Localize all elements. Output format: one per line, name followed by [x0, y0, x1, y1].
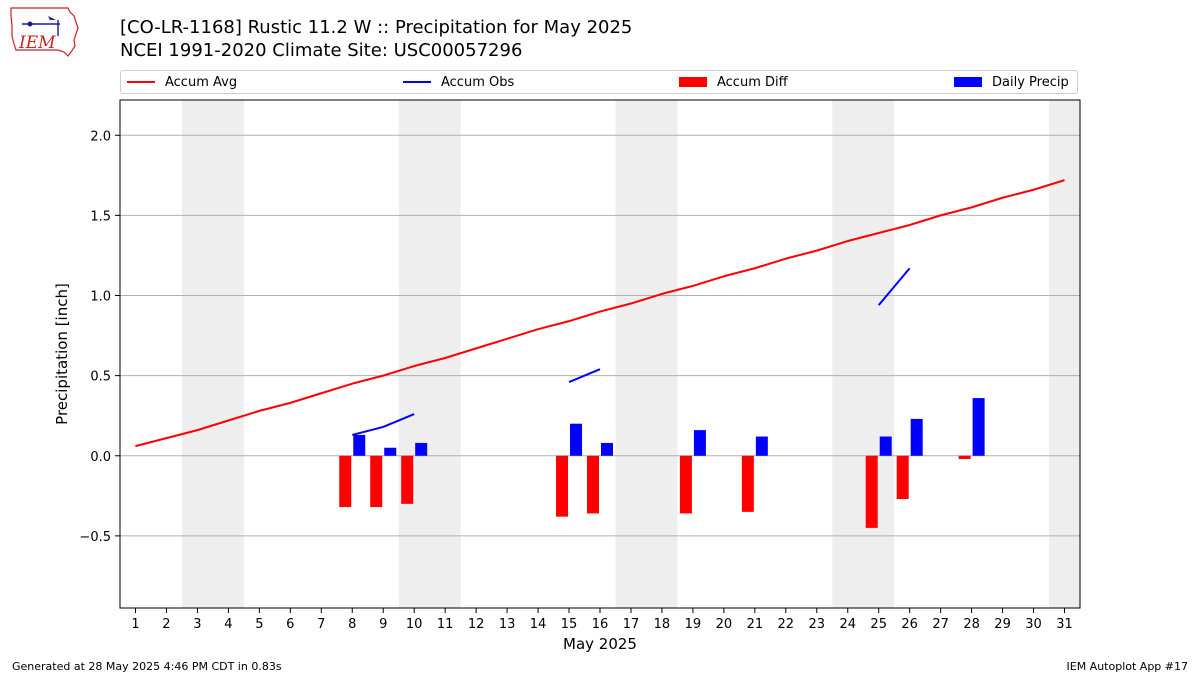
- legend-swatch-accum-diff: [679, 77, 707, 87]
- x-tick-label-6: 6: [286, 617, 294, 632]
- legend-label-accum-diff: Accum Diff: [717, 74, 788, 90]
- wind-vane-icon: [48, 16, 56, 20]
- legend-swatch-accum-avg: [127, 81, 155, 83]
- bar-daily-precip-day-28: [972, 398, 985, 456]
- x-tick-label-1: 1: [131, 617, 139, 632]
- legend-item-accum-avg: Accum Avg: [127, 74, 237, 90]
- y-tick-label-3: 1.0: [90, 290, 111, 305]
- x-tick-label-31: 31: [1056, 617, 1073, 632]
- bar-daily-precip-day-21: [755, 436, 768, 456]
- x-tick-label-19: 19: [685, 617, 702, 632]
- station-dot-icon: [27, 21, 33, 27]
- line-accum-obs-segment-2: [568, 368, 601, 383]
- x-tick-label-26: 26: [901, 617, 918, 632]
- x-tick-label-5: 5: [255, 617, 263, 632]
- legend-label-daily-precip: Daily Precip: [992, 74, 1069, 90]
- x-tick-label-23: 23: [809, 617, 826, 632]
- y-tick-label-5: 2.0: [90, 129, 111, 144]
- x-tick-label-8: 8: [348, 617, 356, 632]
- x-tick-label-29: 29: [994, 617, 1011, 632]
- x-tick-label-25: 25: [870, 617, 887, 632]
- chart-legend: Accum Avg Accum Obs Accum Diff Daily Pre…: [120, 70, 1078, 94]
- legend-label-accum-obs: Accum Obs: [441, 74, 515, 90]
- y-tick-label-2: 0.5: [90, 370, 111, 385]
- bar-accum-diff-day-15: [556, 455, 569, 517]
- x-tick-label-22: 22: [778, 617, 795, 632]
- x-tick-label-18: 18: [654, 617, 671, 632]
- y-tick-label-4: 1.5: [90, 209, 111, 224]
- chart-subtitle: NCEI 1991-2020 Climate Site: USC00057296: [120, 40, 523, 61]
- legend-item-accum-diff: Accum Diff: [679, 74, 788, 90]
- bar-accum-diff-day-25: [865, 455, 878, 528]
- bar-daily-precip-day-10: [415, 442, 428, 456]
- bar-accum-diff-day-16: [587, 455, 599, 514]
- x-tick-label-4: 4: [224, 617, 232, 632]
- bar-accum-diff-day-28: [958, 455, 971, 459]
- x-tick-label-3: 3: [193, 617, 201, 632]
- x-tick-label-9: 9: [379, 617, 387, 632]
- weekend-band-4: [832, 100, 895, 608]
- plot-frame: [119, 99, 1081, 609]
- x-tick-label-28: 28: [963, 617, 980, 632]
- x-tick-label-17: 17: [623, 617, 640, 632]
- bar-accum-diff-day-8: [339, 455, 352, 508]
- legend-swatch-daily-precip: [954, 77, 982, 87]
- x-axis-label: May 2025: [563, 635, 637, 653]
- y-tick-label-1: 0.0: [90, 450, 111, 465]
- y-tick-label-0: −0.5: [79, 530, 111, 545]
- weekend-band-2: [398, 100, 461, 608]
- line-accum-avg: [135, 179, 1065, 448]
- bar-accum-diff-day-19: [679, 455, 692, 514]
- bar-daily-precip-day-19: [693, 430, 706, 456]
- logo-text: IEM: [18, 33, 56, 53]
- x-tick-label-10: 10: [406, 617, 423, 632]
- x-tick-label-30: 30: [1025, 617, 1042, 632]
- weekend-band-1: [181, 100, 244, 608]
- legend-label-accum-avg: Accum Avg: [165, 74, 238, 90]
- bar-daily-precip-day-9: [384, 447, 397, 456]
- iem-logo: IEM: [10, 7, 79, 57]
- y-axis-label: Precipitation [inch]: [53, 283, 71, 425]
- bar-accum-diff-day-9: [370, 455, 383, 508]
- footer-app-text: IEM Autoplot App #17: [1066, 660, 1189, 673]
- x-tick-label-24: 24: [839, 617, 856, 632]
- line-accum-obs-segment-3: [877, 267, 911, 306]
- chart-title: [CO-LR-1168] Rustic 11.2 W :: Precipitat…: [120, 17, 633, 38]
- bar-daily-precip-day-26: [910, 418, 923, 456]
- bar-daily-precip-day-8: [353, 434, 366, 456]
- legend-item-daily-precip: Daily Precip: [954, 74, 1069, 90]
- bar-daily-precip-day-25: [879, 436, 892, 456]
- legend-swatch-accum-obs: [403, 81, 431, 83]
- x-tick-label-11: 11: [437, 617, 454, 632]
- x-tick-label-15: 15: [561, 617, 578, 632]
- weekend-band-5: [1049, 100, 1080, 608]
- x-tick-label-21: 21: [747, 617, 764, 632]
- line-accum-obs-segment-1: [352, 413, 415, 436]
- bar-daily-precip-day-15: [570, 423, 583, 456]
- iowa-state-outline-icon: [10, 7, 79, 57]
- x-tick-label-20: 20: [716, 617, 733, 632]
- x-tick-label-2: 2: [162, 617, 170, 632]
- footer-generated-text: Generated at 28 May 2025 4:46 PM CDT in …: [12, 660, 282, 673]
- bar-accum-diff-day-10: [401, 455, 414, 504]
- weekend-band-3: [615, 100, 678, 608]
- bar-accum-diff-day-21: [741, 455, 754, 512]
- x-tick-label-13: 13: [499, 617, 516, 632]
- x-tick-label-16: 16: [592, 617, 609, 632]
- x-tick-label-12: 12: [468, 617, 485, 632]
- x-tick-label-27: 27: [932, 617, 949, 632]
- legend-item-accum-obs: Accum Obs: [403, 74, 514, 90]
- bar-daily-precip-day-16: [601, 442, 613, 456]
- x-tick-label-14: 14: [530, 617, 547, 632]
- bar-accum-diff-day-26: [896, 455, 909, 500]
- x-tick-label-7: 7: [317, 617, 325, 632]
